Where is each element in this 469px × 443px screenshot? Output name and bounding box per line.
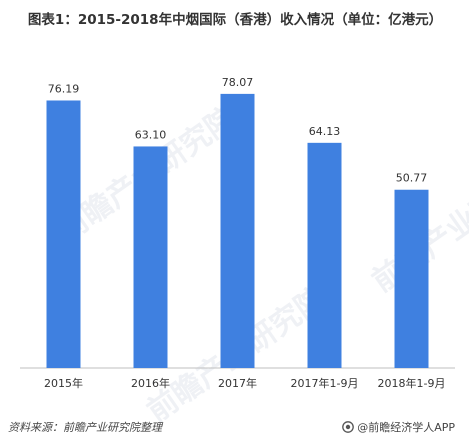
brand-text: @前瞻经济学人APP [357, 421, 455, 434]
x-tick-label: 2016年 [131, 376, 170, 390]
bar [307, 142, 342, 368]
x-tick-label: 2018年1-9月 [378, 376, 446, 390]
chart-title: 图表1：2015-2018年中烟国际（香港）收入情况（单位：亿港元） [27, 12, 443, 28]
source-note: 资料来源：前瞻产业研究院整理 [8, 421, 162, 434]
bar [394, 189, 429, 368]
data-label: 78.07 [222, 76, 254, 89]
bar [46, 100, 81, 369]
brand-credit: @前瞻经济学人APP [342, 419, 455, 435]
brand-logo-icon [342, 421, 355, 433]
data-label: 63.10 [135, 128, 167, 141]
bar [133, 146, 168, 368]
x-tick-label: 2015年 [44, 376, 83, 390]
bar [220, 93, 255, 368]
data-label: 64.13 [309, 125, 341, 138]
x-tick-label: 2017年 [218, 376, 257, 390]
data-label: 76.19 [48, 82, 80, 95]
x-tick-label: 2017年1-9月 [291, 376, 359, 390]
data-label: 50.77 [396, 172, 428, 185]
